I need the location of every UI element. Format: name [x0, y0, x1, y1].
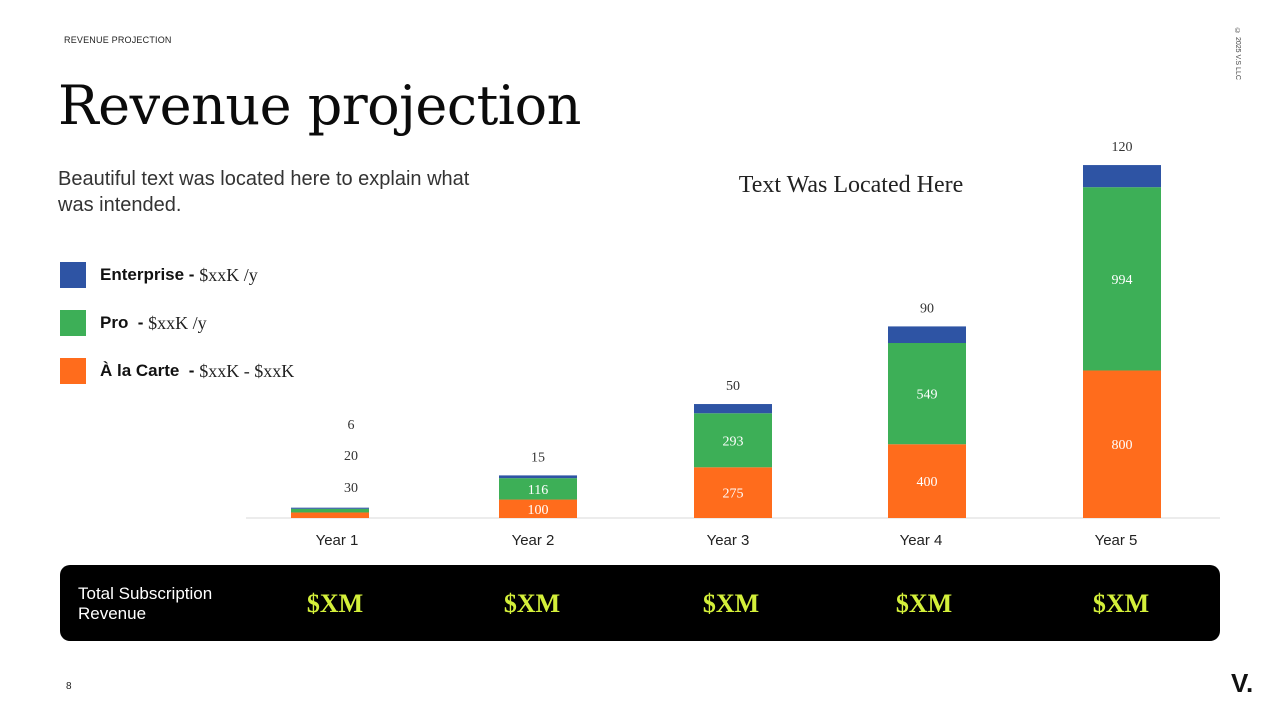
bar-enterprise-year-2 — [499, 475, 577, 479]
bar-pro-year-3 — [694, 413, 772, 468]
x-tick-label-year-1: Year 1 — [316, 532, 359, 549]
bar-enterprise-year-3 — [694, 404, 772, 414]
data-label-pro-year-1: 20 — [344, 449, 358, 464]
data-label-la-carte-year-1: 30 — [344, 481, 358, 496]
legend-name-enterprise: Enterprise - — [100, 265, 200, 284]
legend-swatch-enterprise — [60, 262, 86, 288]
bar-enterprise-year-5 — [1083, 165, 1161, 188]
legend-swatch-pro — [60, 310, 86, 336]
page-subtitle: Beautiful text was located here to expla… — [58, 168, 470, 216]
bar-la-carte-year-1 — [291, 512, 369, 518]
data-label-enterprise-year-1: 6 — [348, 418, 355, 433]
bar-la-carte-year-2 — [499, 499, 577, 518]
legend-name-a-la-carte: À la Carte - — [100, 361, 200, 380]
x-tick-label-year-2: Year 2 — [512, 532, 555, 549]
revenue-value-year-3: $XM — [702, 589, 760, 618]
bar-la-carte-year-4 — [888, 444, 966, 518]
x-tick-label-year-5: Year 5 — [1095, 532, 1138, 549]
data-label-enterprise-year-5: 120 — [1112, 140, 1133, 155]
brand-logo: V. — [1231, 668, 1254, 698]
data-label-la-carte-year-2: 100 — [528, 503, 549, 518]
bar-pro-year-1 — [291, 508, 369, 513]
x-tick-label-year-4: Year 4 — [900, 532, 943, 549]
legend-price-a-la-carte: $xxK - $xxK — [199, 360, 295, 381]
revenue-banner — [60, 565, 1220, 641]
data-label-pro-year-2: 116 — [528, 483, 548, 498]
bar-pro-year-4 — [888, 343, 966, 445]
legend-item-enterprise: Enterprise - $xxK /y — [60, 262, 258, 288]
chart-title: Text Was Located Here — [739, 172, 964, 198]
data-label-pro-year-3: 293 — [723, 434, 744, 449]
data-label-la-carte-year-4: 400 — [917, 475, 938, 490]
legend-item-a-la-carte: À la Carte - $xxK - $xxK — [60, 358, 294, 384]
x-tick-label-year-3: Year 3 — [707, 532, 750, 549]
bar-la-carte-year-5 — [1083, 370, 1161, 518]
data-label-pro-year-5: 994 — [1112, 273, 1133, 288]
copyright-text: © 2025 V.S LLC — [1234, 28, 1241, 80]
legend-price-enterprise: $xxK /y — [199, 264, 258, 285]
data-label-la-carte-year-3: 275 — [723, 487, 744, 502]
bar-pro-year-2 — [499, 478, 577, 500]
data-label-la-carte-year-5: 800 — [1112, 438, 1133, 453]
legend-item-pro: Pro - $xxK /y — [60, 310, 207, 336]
stacked-bar-chart: Text Was Located Here 30 20 6 Year 1 100 116 1… — [246, 140, 1220, 549]
page-title: Revenue projection — [58, 74, 581, 137]
revenue-value-year-1: $XM — [306, 589, 364, 618]
legend-name-pro: Pro - — [100, 313, 149, 332]
revenue-value-year-4: $XM — [895, 589, 953, 618]
bar-enterprise-year-1 — [291, 507, 369, 509]
revenue-value-year-2: $XM — [503, 589, 561, 618]
bar-pro-year-5 — [1083, 187, 1161, 371]
bars-group: 30 20 6 Year 1 100 116 15 Year 2 275 293 50 Year 3 4… — [291, 140, 1161, 549]
legend-price-pro: $xxK /y — [148, 312, 207, 333]
data-label-enterprise-year-4: 90 — [920, 301, 934, 316]
section-label: REVENUE PROJECTION — [64, 35, 172, 45]
bar-enterprise-year-4 — [888, 326, 966, 344]
revenue-value-year-5: $XM — [1092, 589, 1150, 618]
revenue-label: Total Subscription Revenue — [78, 584, 213, 623]
data-label-pro-year-4: 549 — [917, 388, 938, 403]
data-label-enterprise-year-3: 50 — [726, 379, 740, 394]
data-label-enterprise-year-2: 15 — [531, 450, 545, 465]
legend-swatch-a-la-carte — [60, 358, 86, 384]
bar-la-carte-year-3 — [694, 467, 772, 518]
page-number: 8 — [66, 681, 72, 692]
